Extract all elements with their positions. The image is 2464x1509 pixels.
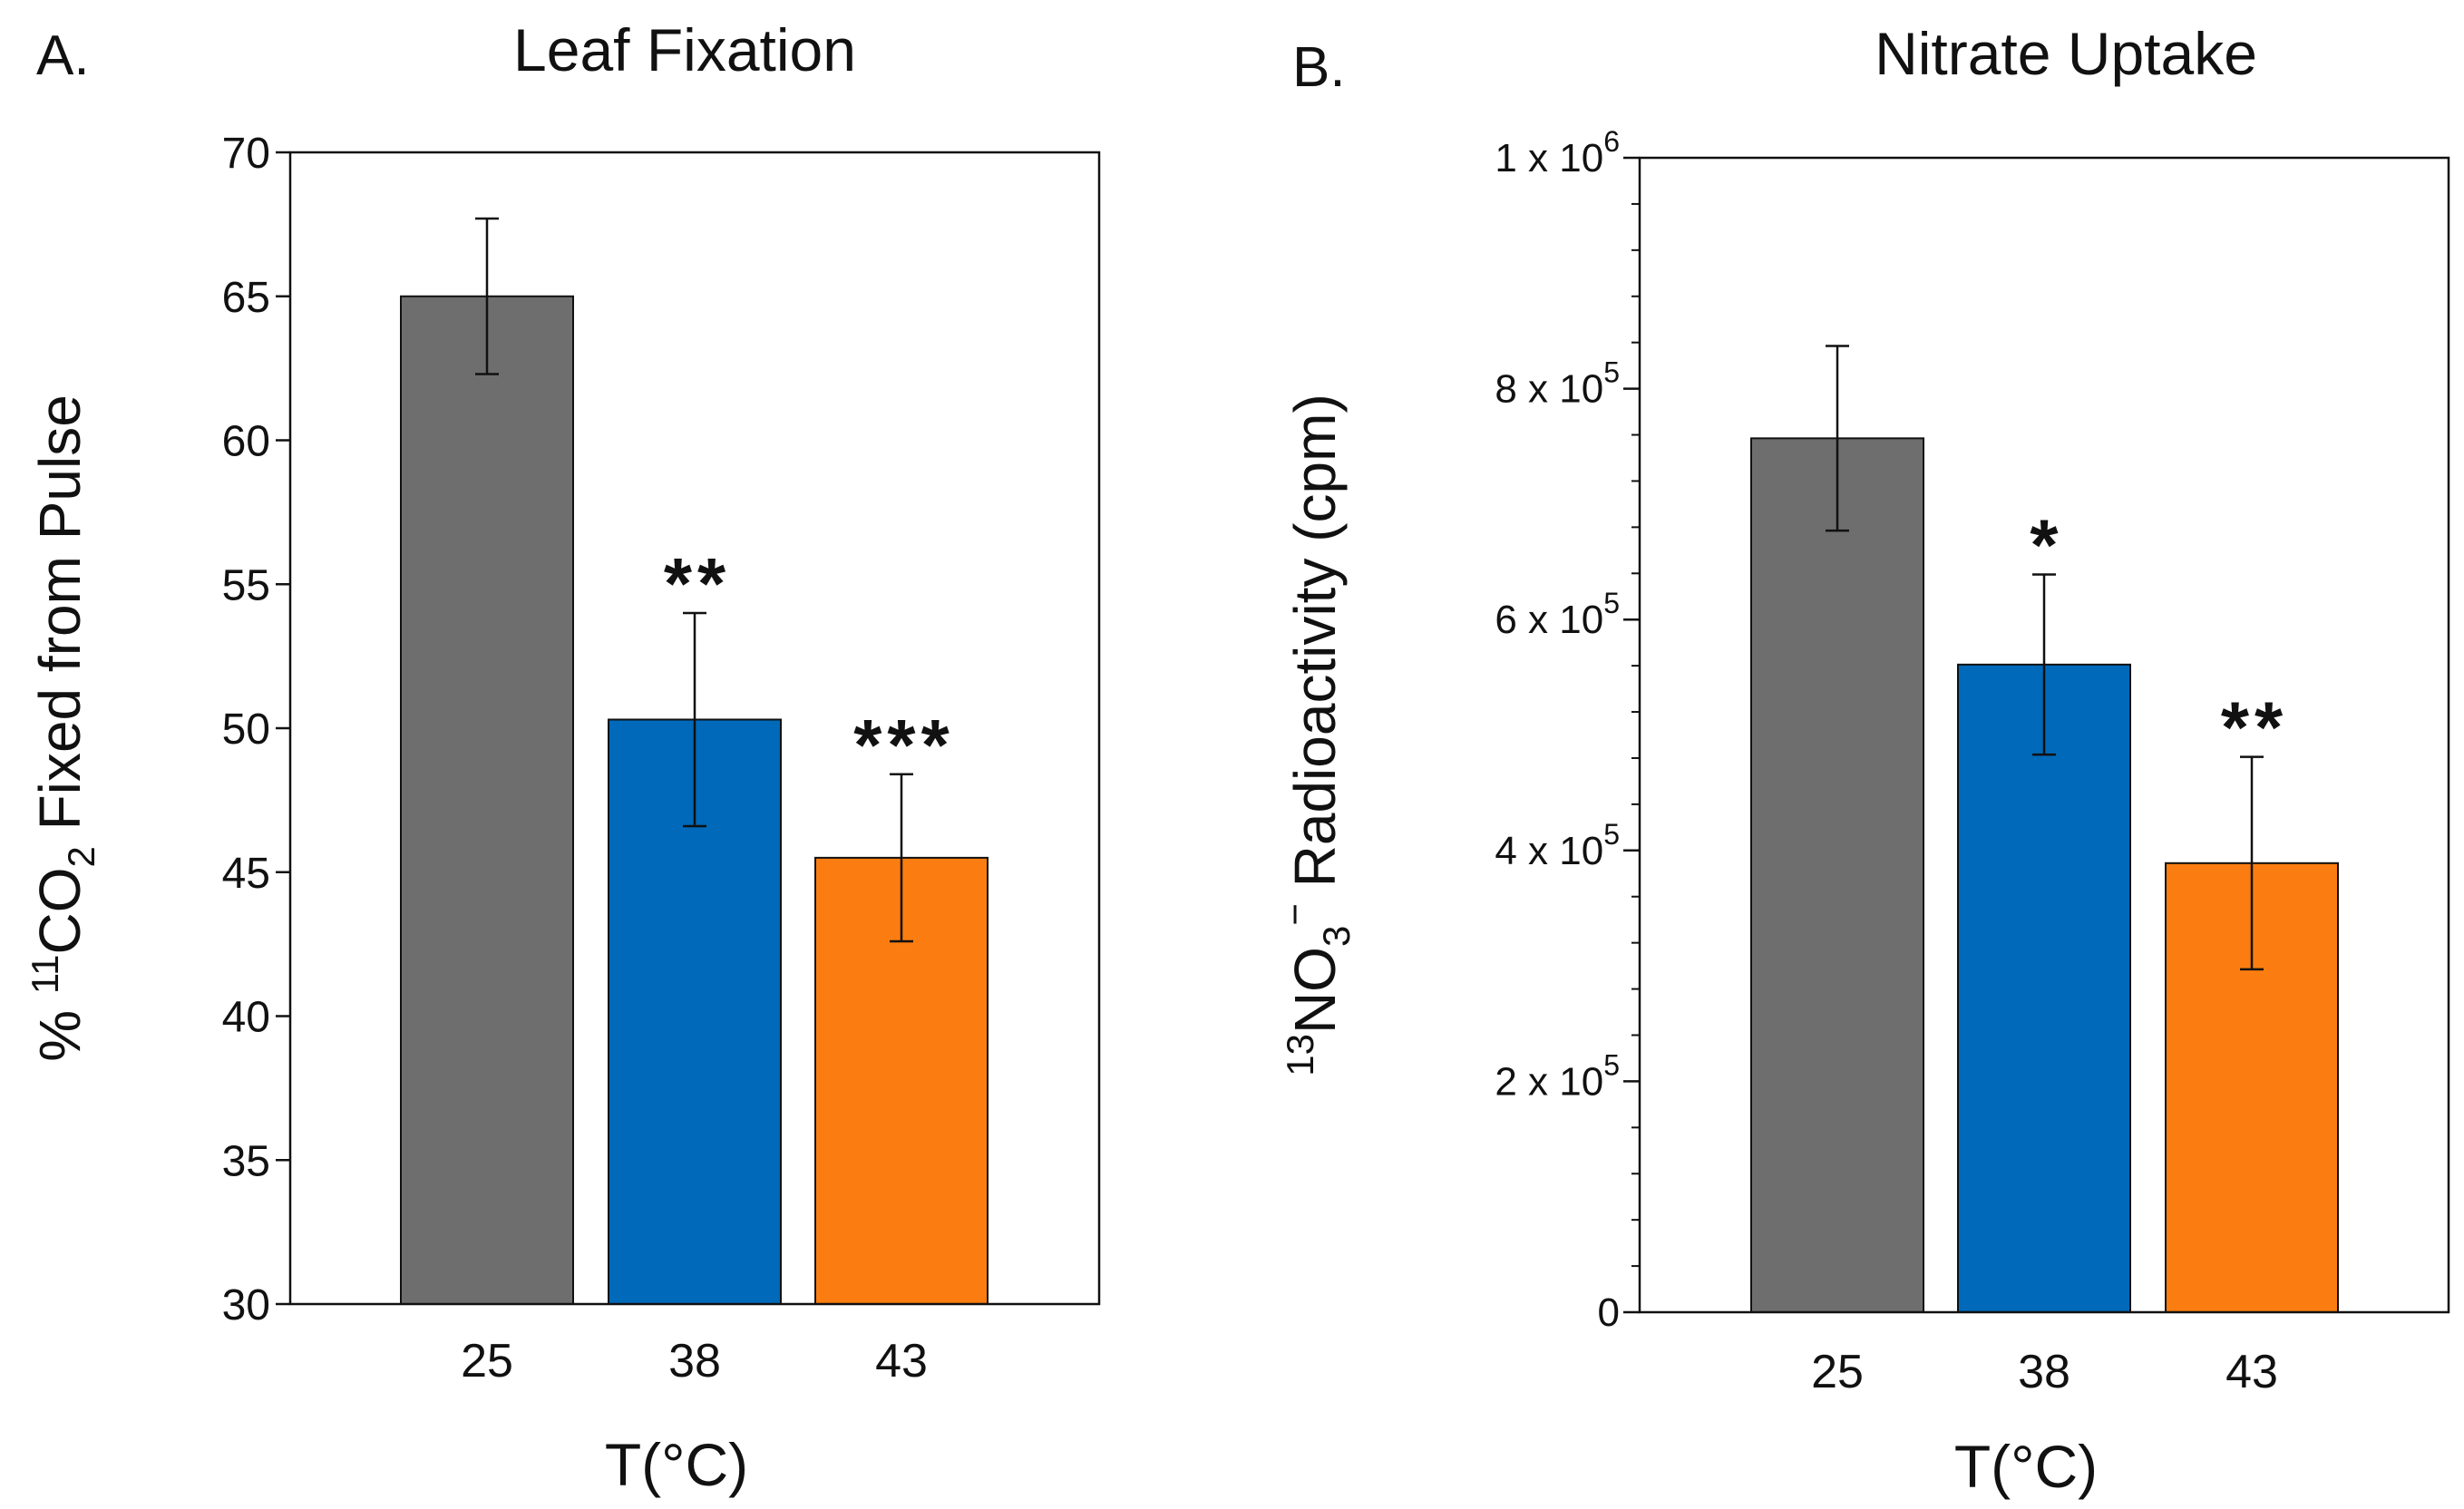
error-bar-a-38 [683,611,706,828]
panel-label-a: A. [36,24,90,87]
panel-label-b: B. [1292,36,1346,99]
error-bar-a-43 [890,773,913,943]
y-title-subscript: 3 [1315,926,1358,947]
y-tick-exponent: 5 [1603,1048,1620,1081]
error-bar-b-43 [2240,755,2264,971]
y-tick-label: 6 x 105 [1495,587,1620,642]
y-tick-label: 60 [222,418,270,466]
y-tick-label: 30 [222,1281,270,1329]
y-title-isotope: 13 [1279,1034,1321,1076]
y-tick-label: 35 [222,1137,270,1185]
y-tick-label: 55 [222,561,270,609]
y-axis-title-a: % 11CO2 Fixed from Pulse [24,394,102,1062]
significance-marker-b-38: * [2030,505,2063,586]
y-tick-label: 1 x 106 [1495,125,1620,180]
y-tick-label: 50 [222,706,270,754]
y-tick-mantissa: 4 x 10 [1495,829,1603,873]
y-tick-mantissa: 2 x 10 [1495,1059,1603,1104]
y-title-species: NO [1282,947,1348,1034]
y-tick-label: 4 x 105 [1495,818,1620,873]
bar-b-25 [1750,437,1924,1313]
x-tick-label: 43 [875,1335,928,1387]
x-tick-label: 43 [2225,1346,2278,1398]
y-axis-title-b: 13NO3− Radioactivity (cpm) [1273,394,1358,1076]
bar-a-25 [400,295,574,1305]
y-tick-label: 65 [222,274,270,322]
plot-frame-b [1638,156,2450,1314]
significance-marker-b-43: ** [2221,687,2288,768]
y-tick-label: 45 [222,850,270,898]
x-tick-label: 25 [461,1335,513,1387]
y-tick-mantissa: 6 x 10 [1495,598,1603,642]
y-tick-exponent: 6 [1603,125,1620,158]
y-tick-mantissa: 0 [1598,1290,1620,1335]
significance-marker-a-43: *** [853,705,954,785]
x-tick-label: 38 [2018,1346,2070,1398]
y-title-charge: − [1273,903,1316,926]
x-axis-title-b: T(°C) [1954,1433,2098,1500]
error-bar-a-25 [475,217,499,375]
y-tick-label: 2 x 105 [1495,1048,1620,1104]
error-bar-b-38 [2032,573,2056,756]
y-tick-mantissa: 8 x 10 [1495,367,1603,412]
panel-a-leaf-fixation: A. Leaf Fixation*****30354045505560657025… [24,16,1101,1498]
error-bar-b-25 [1826,345,1849,532]
y-title-isotope: 11 [24,955,66,995]
y-tick-mantissa: 1 x 10 [1495,136,1603,180]
x-axis-title-a: T(°C) [605,1431,748,1498]
x-tick-label: 38 [668,1335,721,1387]
y-title-suffix: Radioactivity (cpm) [1282,394,1348,903]
y-title-prefix: % [27,994,93,1062]
y-title-species: CO [27,868,93,955]
bar-b-38 [1957,663,2131,1313]
y-tick-exponent: 5 [1603,356,1620,389]
y-tick-label: 8 x 105 [1495,356,1620,412]
chart-title-a: Leaf Fixation [513,16,856,83]
y-tick-label: 0 [1598,1290,1620,1335]
y-tick-label: 70 [222,130,270,178]
chart-title-b: Nitrate Uptake [1875,20,2257,87]
significance-marker-a-38: ** [664,543,731,624]
y-tick-exponent: 5 [1603,587,1620,619]
y-tick-exponent: 5 [1603,818,1620,851]
x-tick-label: 25 [1811,1346,1864,1398]
y-tick-label: 40 [222,994,270,1042]
y-title-subscript: 2 [60,846,102,867]
y-title-suffix: Fixed from Pulse [27,394,93,846]
